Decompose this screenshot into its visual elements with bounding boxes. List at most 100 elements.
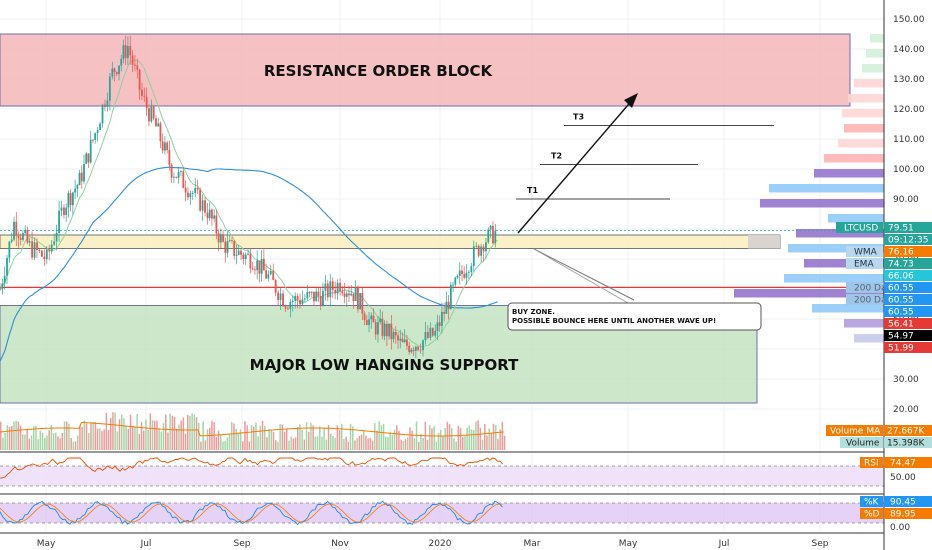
candle-body: [113, 68, 116, 73]
candle-body: [361, 293, 364, 314]
candle-body: [372, 315, 375, 323]
volume-bar: [176, 428, 178, 450]
candle-body: [489, 225, 492, 230]
candle-body: [494, 230, 497, 244]
candle-body: [357, 287, 359, 310]
candle-body: [189, 193, 192, 198]
candle-body: [291, 300, 294, 303]
volume-bar: [431, 428, 433, 450]
price-tag-15: 54.97: [888, 332, 914, 342]
candle-body: [438, 322, 441, 326]
candle-body: [48, 249, 51, 252]
candle-body: [443, 311, 446, 314]
volume-bar: [195, 417, 198, 450]
candle-body: [164, 142, 166, 151]
candle-body: [447, 301, 450, 310]
volume-bar: [341, 423, 343, 450]
volume-ma-value: 27.667K: [887, 427, 925, 437]
candle-body: [92, 139, 94, 141]
candle-body: [233, 240, 236, 256]
volume-bar: [426, 439, 429, 450]
buy-zone-band: [0, 234, 781, 249]
price-tag-10: 60.55: [888, 284, 914, 294]
candle-body: [213, 215, 216, 219]
volume-bar: [26, 429, 28, 450]
volume-bar: [261, 420, 264, 450]
buy-zone-end-block: [748, 235, 780, 249]
volume-bar: [160, 431, 163, 450]
volume-bar: [411, 430, 413, 450]
candle-body: [53, 241, 56, 245]
price-tick-150: 150.00: [893, 15, 925, 25]
candle-body: [87, 153, 90, 163]
candle-body: [211, 209, 213, 219]
volume-bar: [294, 437, 297, 450]
volume-bar: [57, 436, 59, 450]
candle-body: [138, 69, 141, 90]
candle-body: [472, 246, 475, 267]
volume-bar: [85, 423, 88, 450]
time-label-Sep: Sep: [812, 539, 829, 549]
volume-bar: [402, 440, 405, 450]
volume-bars: [0, 412, 506, 450]
candle-body: [365, 320, 368, 325]
volume-bar: [259, 425, 262, 450]
price-tag-7: 74.73: [888, 260, 914, 270]
time-label-May: May: [37, 539, 56, 549]
volume-profile-row-18: [812, 304, 884, 313]
price-tag-box-12: [884, 294, 932, 305]
volume-bar: [378, 421, 380, 450]
volume-bar: [235, 428, 237, 450]
candle-body: [177, 171, 180, 178]
volume-bar: [239, 429, 242, 450]
candle-body: [445, 301, 448, 314]
volume-bar: [99, 428, 101, 450]
candle-body: [60, 207, 63, 211]
volume-bar: [39, 430, 42, 450]
volume-bar: [418, 441, 420, 450]
price-tag-box-16: [884, 342, 932, 353]
volume-profile: [734, 34, 884, 343]
volume-bar: [270, 429, 273, 450]
volume-bar: [63, 421, 66, 450]
candle-body: [226, 241, 229, 253]
volume-bar: [50, 424, 53, 450]
candle-body: [388, 323, 391, 337]
volume-bar: [178, 424, 180, 450]
volume-bar: [215, 437, 218, 450]
price-tag-4: WMA: [854, 248, 878, 258]
candle-body: [461, 270, 463, 275]
volume-bar: [301, 429, 303, 450]
volume-bar: [129, 414, 132, 450]
volume-bar: [206, 429, 209, 450]
stoch-k-value-box: [884, 496, 932, 507]
candle-body: [394, 331, 397, 336]
volume-bar: [165, 414, 167, 450]
volume-bar: [24, 434, 26, 450]
candle-body: [33, 242, 36, 258]
candle-body: [43, 256, 46, 260]
volume-bar: [110, 418, 112, 450]
candle-body: [40, 250, 43, 257]
stoch-k-label-box: [860, 496, 883, 507]
candle-body: [150, 106, 153, 122]
volume-bar: [22, 434, 24, 450]
candle-body: [403, 339, 406, 343]
volume-bar: [4, 432, 6, 450]
candle-body: [343, 293, 346, 297]
volume-bar: [376, 430, 378, 450]
price-tick-110: 110.00: [893, 135, 925, 145]
volume-bar: [143, 430, 145, 450]
price-tag-box-14: [884, 318, 932, 329]
candle-body: [265, 270, 267, 279]
price-tag-14: 56.41: [888, 320, 914, 330]
volume-bar: [70, 438, 72, 450]
volume-profile-row-5: [842, 109, 884, 118]
volume-bar: [105, 412, 108, 450]
candle-body: [206, 212, 209, 219]
volume-bar: [389, 431, 391, 450]
volume-bar: [464, 436, 466, 450]
long-ma-line: [0, 166, 498, 362]
candle-body: [45, 249, 48, 260]
